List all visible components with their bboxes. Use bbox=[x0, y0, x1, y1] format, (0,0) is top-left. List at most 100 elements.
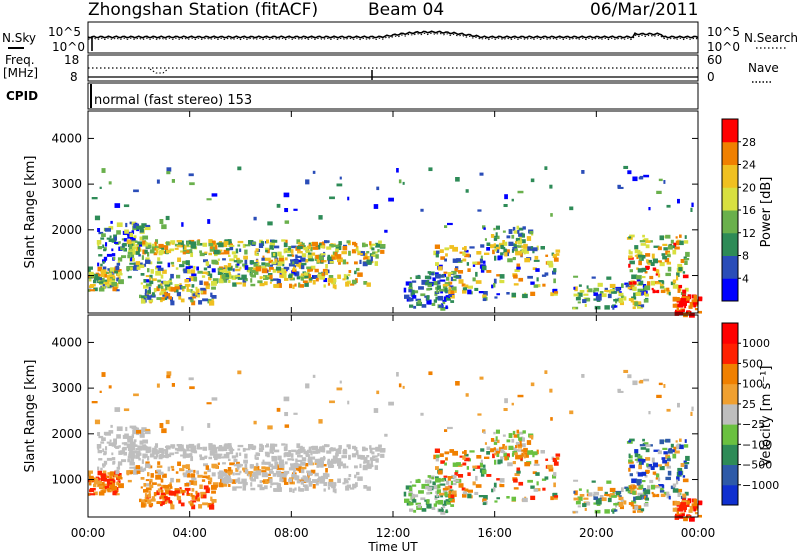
scatter-cell bbox=[166, 445, 170, 450]
scatter-cell bbox=[130, 457, 135, 462]
freq-label-line1: Freq. bbox=[5, 53, 35, 67]
scatter-cell bbox=[595, 499, 602, 505]
scatter-cell bbox=[411, 496, 414, 502]
scatter-cell bbox=[103, 279, 110, 282]
scatter-cell bbox=[130, 471, 134, 474]
scatter-cell bbox=[273, 488, 280, 492]
scatter-cell bbox=[689, 505, 695, 511]
scatter-cell bbox=[646, 259, 653, 264]
scatter-cell bbox=[243, 459, 248, 464]
scatter-cell bbox=[178, 295, 182, 300]
scatter-cell bbox=[507, 258, 513, 263]
scatter-cell bbox=[102, 266, 107, 270]
scatter-cell bbox=[99, 277, 103, 281]
scatter-cell bbox=[435, 500, 440, 504]
scatter-cell bbox=[628, 461, 634, 464]
cpid-text: normal (fast stereo) 153 bbox=[94, 93, 252, 108]
scatter-cell bbox=[197, 498, 200, 502]
scatter-cell bbox=[503, 204, 508, 208]
scatter-cell bbox=[439, 453, 444, 457]
scatter-cell bbox=[108, 430, 114, 434]
scatter-cell bbox=[264, 461, 271, 465]
scatter-cell bbox=[646, 463, 649, 467]
scatter-cell bbox=[415, 502, 421, 506]
scatter-cell bbox=[672, 279, 677, 284]
scatter-cell bbox=[228, 483, 231, 488]
scatter-cell bbox=[141, 499, 145, 503]
scatter-cell bbox=[435, 273, 441, 279]
scatter-cell bbox=[235, 263, 239, 268]
scatter-cell bbox=[144, 289, 147, 294]
scatter-cell bbox=[469, 450, 475, 453]
scatter-cell bbox=[345, 281, 350, 287]
scatter-cell bbox=[337, 257, 343, 263]
scatter-cell bbox=[676, 272, 680, 277]
scatter-cell bbox=[417, 300, 422, 304]
scatter-cell bbox=[149, 453, 155, 458]
scatter-cell bbox=[412, 295, 417, 299]
scatter-cell bbox=[396, 168, 399, 173]
scatter-cell bbox=[236, 262, 240, 266]
scatter-cell bbox=[109, 471, 115, 476]
scatter-cell bbox=[517, 230, 520, 234]
scatter-cell bbox=[98, 287, 105, 292]
scatter-cell bbox=[327, 481, 334, 487]
scatter-cell bbox=[650, 466, 655, 471]
scatter-cell bbox=[363, 252, 368, 258]
scatter-cell bbox=[160, 274, 164, 279]
scatter-cell bbox=[321, 273, 325, 277]
scatter-cell bbox=[320, 245, 325, 249]
scatter-cell bbox=[682, 289, 687, 294]
scatter-cell bbox=[619, 291, 622, 295]
freq-dip bbox=[149, 68, 169, 74]
scatter-cell bbox=[637, 268, 644, 273]
scatter-cell bbox=[467, 472, 471, 476]
scatter-cell bbox=[599, 293, 603, 296]
scatter-cell bbox=[203, 281, 209, 286]
scatter-cell bbox=[327, 256, 333, 261]
scatter-cell bbox=[265, 262, 271, 267]
scatter-cell bbox=[677, 303, 684, 308]
scatter-cell bbox=[228, 271, 231, 275]
scatter-cell bbox=[464, 457, 470, 462]
colorbar-segment bbox=[722, 383, 738, 405]
scatter-cell bbox=[446, 276, 450, 281]
scatter-cell bbox=[628, 502, 634, 505]
scatter-cell bbox=[153, 288, 157, 293]
scatter-cell bbox=[513, 283, 519, 286]
scatter-cell bbox=[225, 270, 230, 274]
scatter-cell bbox=[343, 478, 347, 483]
scatter-cell bbox=[552, 253, 558, 258]
scatter-cell bbox=[97, 445, 100, 451]
scatter-cell bbox=[111, 253, 116, 257]
scatter-cell bbox=[280, 269, 287, 274]
scatter-cell bbox=[160, 503, 163, 507]
x-tick-label: 12:00 bbox=[376, 526, 411, 540]
scatter-cell bbox=[327, 283, 331, 286]
scatter-cell bbox=[632, 286, 636, 291]
colorbar-segment bbox=[722, 464, 738, 486]
scatter-cell bbox=[644, 285, 651, 291]
scatter-cell bbox=[288, 263, 295, 267]
scatter-cell bbox=[652, 289, 656, 294]
scatter-cell bbox=[126, 239, 132, 245]
scatter-cell bbox=[504, 249, 510, 254]
scatter-cell bbox=[156, 286, 160, 292]
scatter-cell bbox=[178, 445, 184, 449]
scatter-cell bbox=[246, 471, 253, 476]
scatter-cell bbox=[443, 475, 448, 478]
scatter-cell bbox=[371, 243, 376, 246]
scatter-cell bbox=[140, 227, 144, 233]
scatter-cell bbox=[284, 481, 289, 485]
scatter-cell bbox=[521, 452, 524, 457]
scatter-cell bbox=[421, 483, 427, 489]
scatter-cell bbox=[320, 457, 326, 460]
scatter-cell bbox=[464, 246, 467, 251]
scatter-cell bbox=[681, 513, 685, 516]
scatter-cell bbox=[506, 235, 511, 239]
y-tick-label: 1000 bbox=[51, 473, 82, 487]
scatter-cell bbox=[617, 186, 624, 189]
scatter-cell bbox=[512, 226, 516, 232]
scatter-cell bbox=[135, 447, 141, 451]
scatter-cell bbox=[129, 436, 134, 442]
